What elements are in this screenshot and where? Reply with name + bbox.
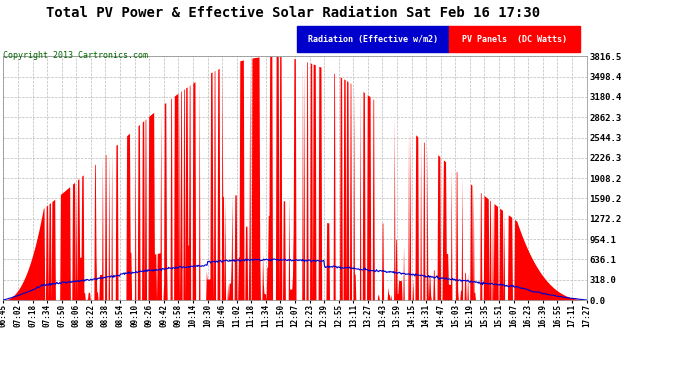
- Text: PV Panels  (DC Watts): PV Panels (DC Watts): [462, 35, 566, 44]
- Text: Total PV Power & Effective Solar Radiation Sat Feb 16 17:30: Total PV Power & Effective Solar Radiati…: [46, 6, 540, 20]
- Text: Radiation (Effective w/m2): Radiation (Effective w/m2): [308, 35, 437, 44]
- Text: Copyright 2013 Cartronics.com: Copyright 2013 Cartronics.com: [3, 51, 148, 60]
